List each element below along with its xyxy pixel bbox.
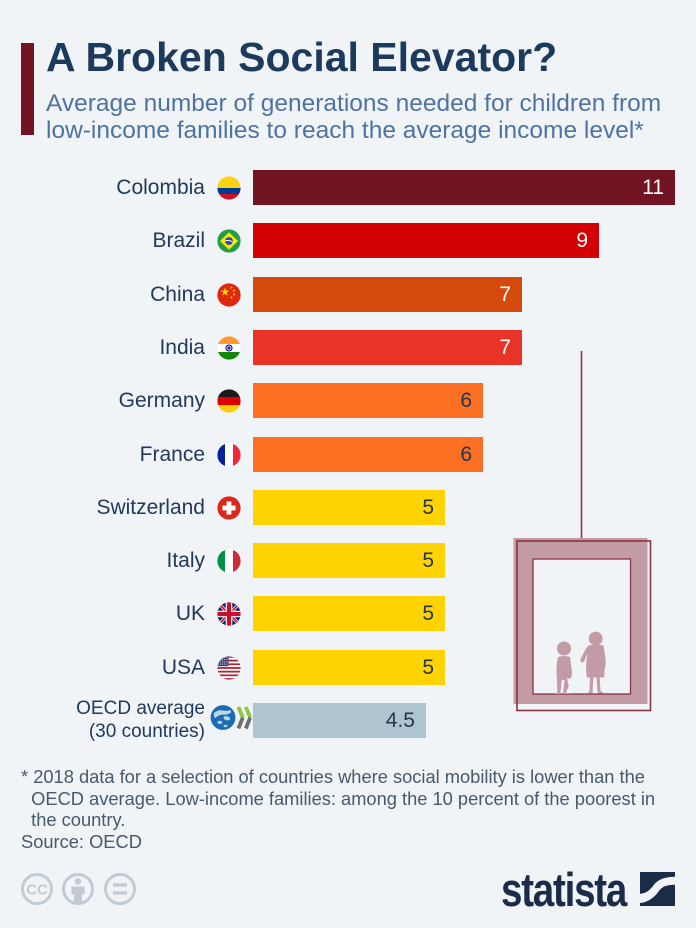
svg-text:CC: CC [26,882,48,899]
